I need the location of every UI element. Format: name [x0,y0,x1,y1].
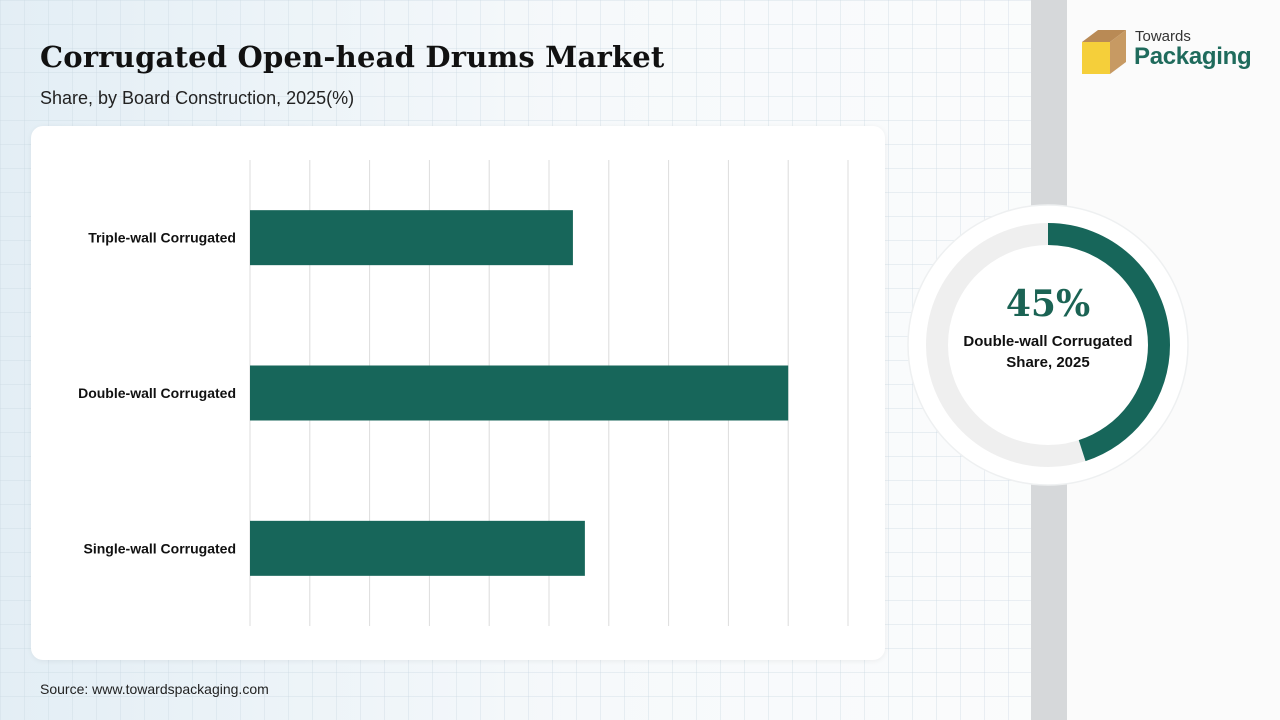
bar [250,210,573,266]
bar [250,365,789,421]
category-labels: Triple-wall Corrugated Double-wall Corrug… [78,230,236,557]
page-subtitle: Share, by Board Construction, 2025(%) [40,88,355,108]
donut-chart [907,204,1189,486]
donut-value-arc [926,223,1170,467]
donut-center: 45% Double-wall Corrugated Share, 2025 [948,283,1148,373]
logo-text-towards: Towards [1135,28,1191,45]
donut-caption: Double-wall Corrugated Share, 2025 [963,333,1133,371]
bar [250,520,585,576]
donut-outer-ring [907,204,1189,486]
bar-chart: Triple-wall Corrugated Double-wall Corrug… [78,160,849,626]
box-icon [1082,30,1126,74]
bars [250,210,789,576]
page-title: Corrugated Open-head Drums Market [40,40,665,74]
logo-text-packaging: Packaging [1134,43,1252,70]
donut-value: 45% [1005,283,1091,325]
category-label: Single-wall Corrugated [84,540,236,556]
category-label: Triple-wall Corrugated [88,230,236,246]
category-label: Double-wall Corrugated [78,385,236,401]
bar-chart-card: Triple-wall Corrugated Double-wall Corrug… [31,126,885,660]
source-note: Source: www.towardspackaging.com [40,681,269,697]
